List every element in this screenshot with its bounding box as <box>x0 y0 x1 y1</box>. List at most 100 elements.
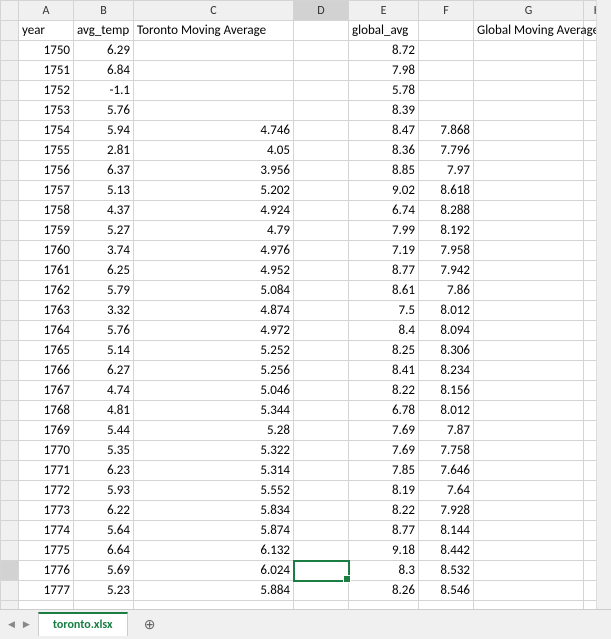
cell[interactable] <box>294 461 349 481</box>
cell[interactable]: 1751 <box>19 61 74 81</box>
cell[interactable]: 9.02 <box>349 181 419 201</box>
cell[interactable]: 6.74 <box>349 201 419 221</box>
cell[interactable]: 5.35 <box>74 441 134 461</box>
cell[interactable]: 8.3 <box>349 561 419 581</box>
cell[interactable]: 8.77 <box>349 521 419 541</box>
cell[interactable] <box>419 601 474 610</box>
cell[interactable]: 8.61 <box>349 281 419 301</box>
cell[interactable] <box>474 141 584 161</box>
cell[interactable]: 7.86 <box>419 281 474 301</box>
cell[interactable]: 5.552 <box>134 481 294 501</box>
cell[interactable]: 6.64 <box>74 541 134 561</box>
cell[interactable]: 1771 <box>19 461 74 481</box>
cell[interactable] <box>474 521 584 541</box>
cell[interactable]: 7.868 <box>419 121 474 141</box>
cell[interactable] <box>294 281 349 301</box>
cell[interactable] <box>294 321 349 341</box>
cell[interactable]: 5.28 <box>134 421 294 441</box>
cell[interactable] <box>294 241 349 261</box>
cell[interactable] <box>294 421 349 441</box>
cell[interactable]: 4.74 <box>74 381 134 401</box>
cell[interactable]: 5.94 <box>74 121 134 141</box>
spreadsheet-grid[interactable]: ABCDEFGH yearavg_tempToronto Moving Aver… <box>0 0 611 609</box>
cell[interactable] <box>294 561 349 581</box>
cell[interactable]: 5.44 <box>74 421 134 441</box>
cell[interactable]: 7.97 <box>419 161 474 181</box>
cell[interactable] <box>474 381 584 401</box>
cell[interactable]: global_avg <box>349 21 419 41</box>
cell[interactable]: 1766 <box>19 361 74 381</box>
cell[interactable]: 3.74 <box>74 241 134 261</box>
cell[interactable]: 7.69 <box>349 441 419 461</box>
column-header-D[interactable]: D <box>294 1 349 21</box>
cell[interactable] <box>294 21 349 41</box>
cell[interactable] <box>474 481 584 501</box>
cell[interactable] <box>474 61 584 81</box>
cell[interactable] <box>294 581 349 601</box>
cell[interactable] <box>419 41 474 61</box>
cell[interactable]: 8.41 <box>349 361 419 381</box>
cell[interactable]: 1767 <box>19 381 74 401</box>
cell[interactable] <box>294 441 349 461</box>
cell[interactable]: 4.05 <box>134 141 294 161</box>
cell[interactable]: 5.93 <box>74 481 134 501</box>
cell[interactable] <box>474 361 584 381</box>
cell[interactable]: 5.344 <box>134 401 294 421</box>
row-header[interactable] <box>1 181 19 201</box>
cell[interactable] <box>134 81 294 101</box>
cell[interactable]: 1765 <box>19 341 74 361</box>
cell[interactable]: 8.234 <box>419 361 474 381</box>
cell[interactable] <box>474 441 584 461</box>
cell[interactable]: 1755 <box>19 141 74 161</box>
cell[interactable] <box>474 121 584 141</box>
row-header[interactable] <box>1 261 19 281</box>
cell[interactable] <box>134 61 294 81</box>
cell[interactable]: 1761 <box>19 261 74 281</box>
cell[interactable]: 6.37 <box>74 161 134 181</box>
column-header-G[interactable]: G <box>474 1 584 21</box>
row-header[interactable] <box>1 341 19 361</box>
cell[interactable]: 7.85 <box>349 461 419 481</box>
cell[interactable]: Toronto Moving Average <box>134 21 294 41</box>
cell[interactable] <box>294 121 349 141</box>
cell[interactable]: 4.972 <box>134 321 294 341</box>
cell[interactable]: 8.22 <box>349 501 419 521</box>
cell[interactable] <box>294 501 349 521</box>
cell[interactable] <box>474 421 584 441</box>
cell[interactable]: 1764 <box>19 321 74 341</box>
row-header[interactable] <box>1 381 19 401</box>
row-header[interactable] <box>1 441 19 461</box>
cell[interactable]: 8.77 <box>349 261 419 281</box>
cell[interactable]: 4.976 <box>134 241 294 261</box>
cell[interactable]: 1759 <box>19 221 74 241</box>
cell[interactable] <box>474 401 584 421</box>
cell[interactable]: 7.942 <box>419 261 474 281</box>
row-header[interactable] <box>1 141 19 161</box>
cell[interactable]: 8.144 <box>419 521 474 541</box>
tab-nav-prev-icon[interactable]: ◀ <box>8 619 15 630</box>
cell[interactable]: 8.442 <box>419 541 474 561</box>
row-header[interactable] <box>1 541 19 561</box>
cell[interactable] <box>474 201 584 221</box>
cell[interactable]: 1760 <box>19 241 74 261</box>
column-header-C[interactable]: C <box>134 1 294 21</box>
cell[interactable]: 4.924 <box>134 201 294 221</box>
row-header[interactable] <box>1 361 19 381</box>
row-header[interactable] <box>1 81 19 101</box>
cell[interactable]: 8.22 <box>349 381 419 401</box>
column-header-B[interactable]: B <box>74 1 134 21</box>
row-header[interactable] <box>1 561 19 581</box>
cell[interactable]: 5.69 <box>74 561 134 581</box>
cell[interactable]: 8.094 <box>419 321 474 341</box>
cell[interactable]: 5.23 <box>74 581 134 601</box>
cell[interactable]: 8.39 <box>349 101 419 121</box>
cell[interactable] <box>294 41 349 61</box>
cell[interactable]: 7.69 <box>349 421 419 441</box>
cell[interactable]: 5.27 <box>74 221 134 241</box>
cell[interactable]: 7.796 <box>419 141 474 161</box>
cell[interactable]: 1758 <box>19 201 74 221</box>
cell[interactable]: 4.874 <box>134 301 294 321</box>
cell[interactable]: 8.36 <box>349 141 419 161</box>
cell[interactable]: 6.23 <box>74 461 134 481</box>
cell[interactable]: 4.81 <box>74 401 134 421</box>
